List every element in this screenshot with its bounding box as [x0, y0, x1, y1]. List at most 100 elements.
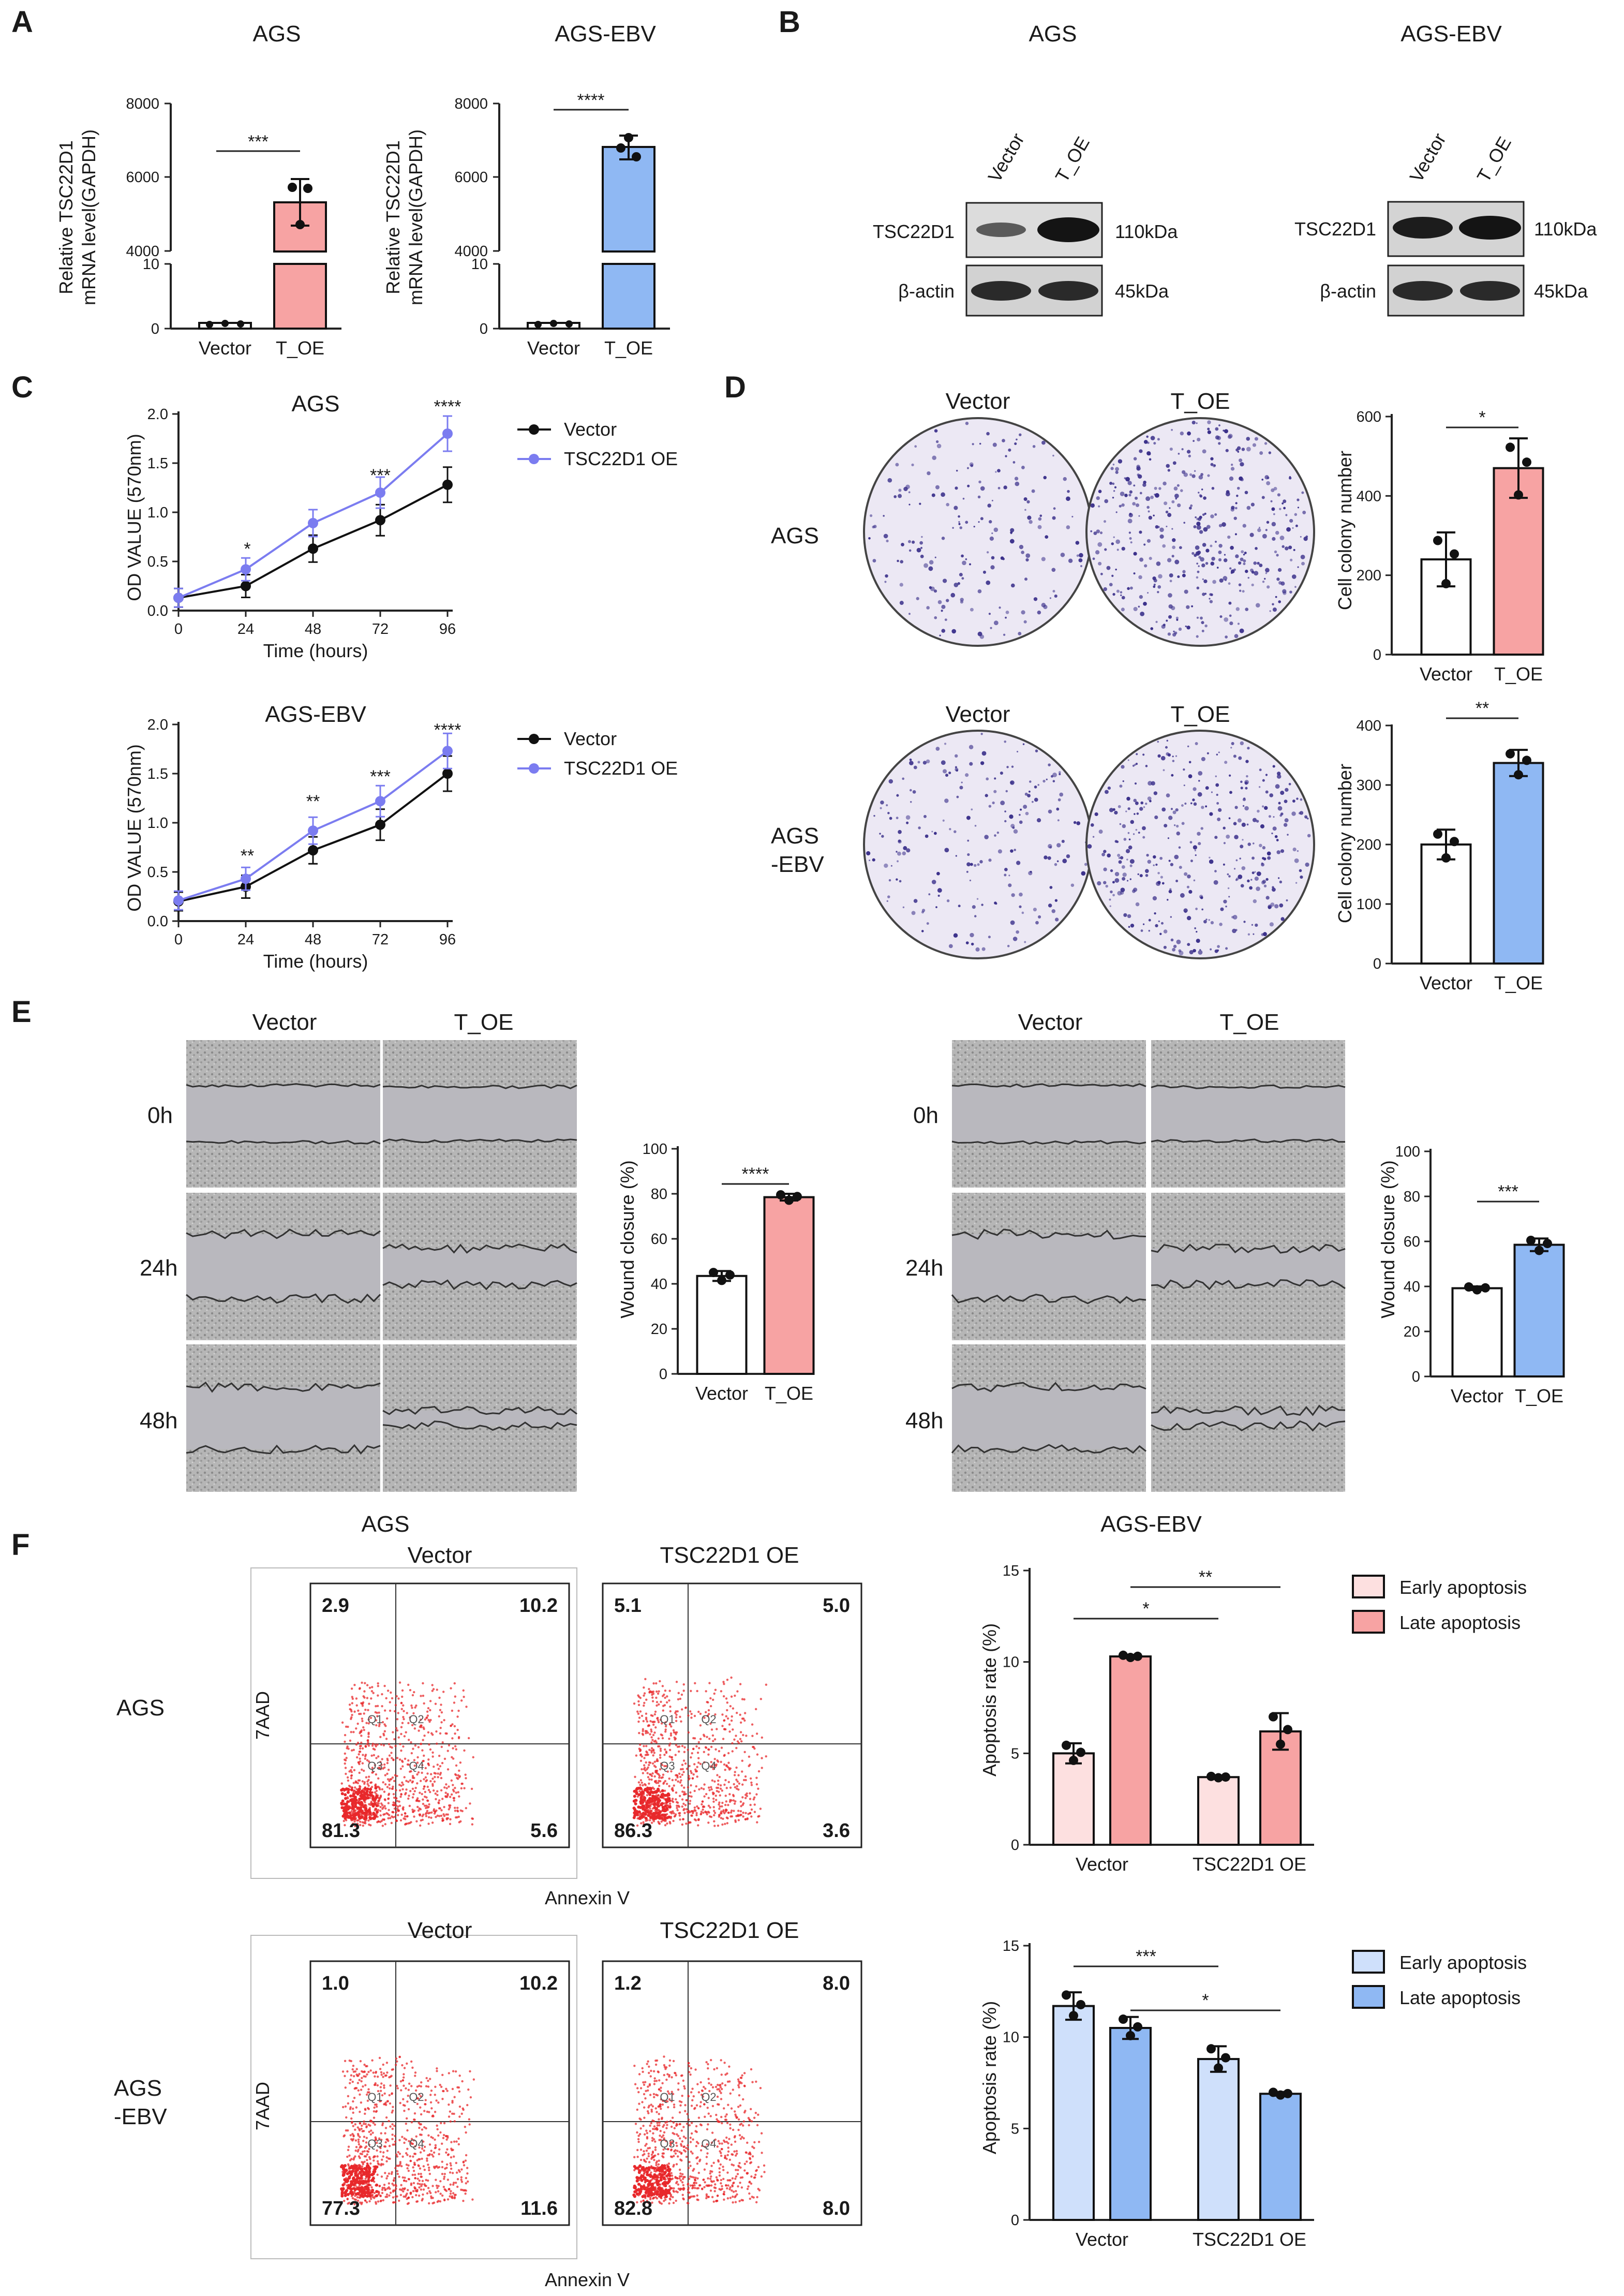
- e2-ytick: 0: [1412, 1369, 1420, 1385]
- c1-ytick: 0.5: [147, 554, 168, 570]
- a2-cat-toe: T_OE: [604, 337, 653, 359]
- c1-point: [308, 543, 318, 554]
- E-AGS-bar-1: [763, 1196, 815, 1375]
- panel-a-title-ags: AGS: [253, 21, 301, 47]
- c1-point: [241, 581, 251, 591]
- c1-xtick: 48: [305, 621, 321, 638]
- d-col-vector-2: Vector: [946, 702, 1010, 727]
- b1-size-110: 110kDa: [1115, 221, 1178, 242]
- c1-point: [241, 564, 251, 575]
- a1-tick-0: 0: [151, 321, 159, 337]
- c2-title: AGS-EBV: [265, 702, 366, 727]
- c1-ytick: 1.5: [147, 455, 168, 472]
- c2-point: [375, 796, 385, 807]
- quadrant-value-br: 5.6: [530, 1820, 558, 1842]
- c2-point: [375, 819, 385, 830]
- e2-time-48h: 48h: [905, 1408, 943, 1433]
- f1-legend-late: Late apoptosis: [1399, 1612, 1521, 1633]
- panel-f: Vector TSC22D1 OE AGS 7AAD Annexin V Q1 Q…: [114, 1543, 1527, 2290]
- f2-ytick: 10: [1003, 2030, 1019, 2046]
- c1-xtick: 96: [439, 621, 456, 638]
- quadrant-label: Q3: [367, 2137, 382, 2150]
- d1-ytick: 200: [1357, 568, 1381, 584]
- panel-a-ylabel-1b: mRNA level(GAPDH): [78, 129, 99, 305]
- e2-time-24h: 24h: [905, 1255, 943, 1281]
- panel-label-d: D: [724, 371, 746, 404]
- panel-a-ylabel-1a: Relative TSC22D1: [55, 140, 77, 294]
- c2-sig-96: ****: [434, 720, 461, 740]
- quadrant-value-br: 11.6: [520, 2198, 558, 2219]
- d2-ytick: 100: [1357, 896, 1381, 913]
- f2-legend-late: Late apoptosis: [1399, 1987, 1521, 2008]
- e1-time-48h: 48h: [140, 1408, 177, 1433]
- quadrant-value-bl: 82.8: [614, 2198, 652, 2219]
- e1-time-24h: 24h: [140, 1255, 177, 1281]
- e1-cat-toe: T_OE: [765, 1383, 813, 1404]
- f2-7aad-label: 7AAD: [252, 2082, 273, 2130]
- f2-ytick: 5: [1011, 2121, 1019, 2137]
- a1-tick-8000: 8000: [126, 96, 159, 112]
- a1-tick-6000: 6000: [126, 169, 159, 186]
- e2-ytick: 20: [1404, 1324, 1420, 1340]
- b1-lane-toe: T_OE: [1051, 133, 1094, 186]
- quadrant-label: Q2: [701, 2091, 716, 2104]
- f1-annexin-label: Annexin V: [545, 1887, 630, 1908]
- panel-d: Vector T_OE AGS Vector T_OE AGS -EBV Cel…: [771, 389, 1544, 994]
- quadrant-label: Q3: [367, 1759, 382, 1772]
- f1-cat-oe: TSC22D1 OE: [1193, 1854, 1306, 1875]
- quadrant-label: Q2: [701, 1713, 716, 1726]
- c2-xtick: 72: [372, 931, 389, 948]
- b2-band-label-tsc22d1: TSC22D1: [1294, 218, 1376, 240]
- c1-sig-72: ***: [370, 466, 391, 485]
- f2-sig-early: ***: [1136, 1947, 1156, 1966]
- e1-ytick: 60: [651, 1231, 667, 1248]
- f1-sig-late: **: [1199, 1567, 1212, 1587]
- c2-ylabel: OD VALUE (570nm): [124, 744, 145, 911]
- d2-ytick: 400: [1357, 718, 1381, 734]
- quadrant-label: Q4: [701, 2137, 716, 2150]
- f2-ylabel: Apoptosis rate (%): [979, 2001, 1000, 2154]
- e2-ylabel: Wound closure (%): [1377, 1160, 1398, 1318]
- c1-ytick: 0.0: [147, 603, 168, 619]
- c1-ylabel: OD VALUE (570nm): [124, 434, 145, 601]
- e1-ylabel: Wound closure (%): [617, 1160, 638, 1318]
- c2-xtick: 0: [174, 931, 183, 948]
- a2-bar-toe-upper: [602, 146, 655, 253]
- d-row-ags-ebv-1: AGS: [771, 823, 819, 849]
- c2-point: [308, 825, 318, 836]
- a2-tick-0: 0: [480, 321, 488, 337]
- c1-xtick: 24: [237, 621, 254, 638]
- e2-significance: ***: [1498, 1182, 1518, 1202]
- f1-ytick: 10: [1003, 1654, 1019, 1671]
- e1-ytick: 100: [643, 1141, 667, 1158]
- F-AGS-EBV-bar-0-1: [1109, 2027, 1152, 2221]
- f2-row-ags-ebv-2: -EBV: [114, 2104, 167, 2129]
- e2-ytick: 60: [1404, 1234, 1420, 1250]
- d1-ytick: 0: [1373, 647, 1381, 663]
- quadrant-label: Q1: [367, 2091, 382, 2104]
- d2-significance: **: [1476, 699, 1489, 718]
- panel-a: AGS Relative TSC22D1 mRNA level(GAPDH) 8…: [55, 21, 670, 359]
- e1-col-toe: T_OE: [454, 1010, 514, 1035]
- quadrant-value-tr: 10.2: [519, 1973, 558, 1994]
- E-AGS-bar-0: [696, 1275, 748, 1375]
- b2-band-label-actin: β-actin: [1320, 280, 1376, 302]
- e2-cat-toe: T_OE: [1515, 1385, 1563, 1406]
- c2-point: [241, 873, 251, 884]
- c2-sig-48: **: [306, 792, 320, 811]
- c1-point: [375, 515, 385, 526]
- panel-b: AGS AGS-EBV Vector T_OE TSC22D1 β-actin …: [873, 21, 1597, 317]
- f1-col-oe: TSC22D1 OE: [660, 1543, 799, 1568]
- f1-cat-vector: Vector: [1076, 1854, 1128, 1875]
- quadrant-label: Q2: [409, 2091, 424, 2104]
- D-AGS-EBV-bar-0: [1420, 843, 1472, 965]
- c1-legend-oe: TSC22D1 OE: [564, 448, 678, 469]
- f2-ytick: 15: [1003, 1938, 1019, 1954]
- c2-legend-oe: TSC22D1 OE: [564, 758, 678, 779]
- colony-dish-ags-vector: [863, 417, 1093, 647]
- panel-label-f: F: [11, 1528, 29, 1562]
- panel-label-a: A: [11, 5, 33, 39]
- f2-cat-vector: Vector: [1076, 2229, 1128, 2250]
- d1-significance: *: [1479, 408, 1485, 427]
